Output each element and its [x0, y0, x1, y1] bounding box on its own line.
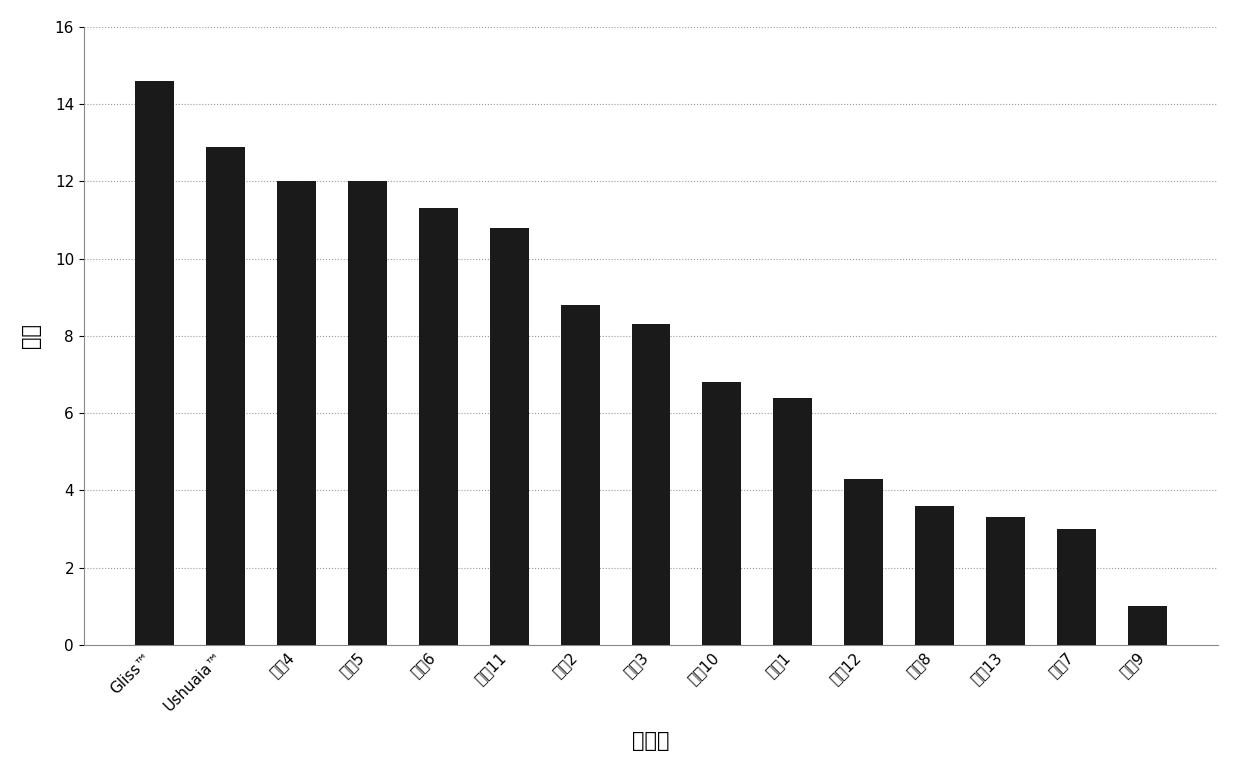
Bar [206, 147, 245, 645]
X-axis label: 组合物: 组合物 [632, 731, 670, 751]
Bar [703, 382, 741, 645]
Bar [560, 305, 600, 645]
Y-axis label: 等级: 等级 [21, 323, 41, 348]
Bar [986, 517, 1025, 645]
Bar [278, 181, 316, 645]
Bar [1127, 606, 1167, 645]
Bar [135, 81, 175, 645]
Bar [844, 479, 883, 645]
Bar [632, 324, 670, 645]
Bar [914, 506, 954, 645]
Bar [419, 208, 458, 645]
Bar [1057, 529, 1095, 645]
Bar [489, 228, 529, 645]
Bar [348, 181, 387, 645]
Bar [773, 398, 813, 645]
